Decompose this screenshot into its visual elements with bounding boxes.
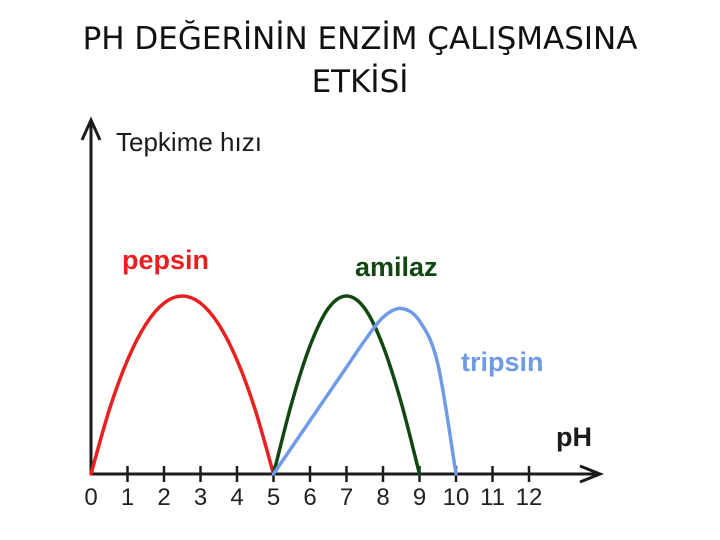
x-tick-label: 5	[267, 484, 280, 511]
x-tick-label: 12	[516, 484, 543, 511]
x-tick-label: 1	[121, 484, 134, 511]
chart-labels: pepsin amilaz tripsin Tepkime hızı pH	[116, 127, 592, 452]
slide-title-line-2: ETKİSİ	[311, 64, 409, 100]
y-axis-label: Tepkime hızı	[116, 127, 262, 157]
x-tick-label: 4	[230, 484, 243, 511]
x-tick-label: 7	[340, 484, 353, 511]
series-label-pepsin: pepsin	[122, 245, 209, 275]
chart-axes	[80, 116, 605, 484]
x-axis-label: pH	[556, 422, 592, 452]
series-label-tripsin: tripsin	[461, 347, 544, 377]
x-tick-label: 10	[443, 484, 470, 511]
series-line-pepsin	[89, 294, 276, 476]
x-tick-label: 8	[376, 484, 389, 511]
series-line-amilaz	[271, 294, 422, 476]
series-label-amilaz: amilaz	[355, 252, 438, 282]
x-tick-label: 6	[303, 484, 316, 511]
x-tick-label: 11	[480, 484, 505, 511]
x-tick-label: 2	[157, 484, 170, 511]
series-line-tripsin	[271, 306, 458, 476]
x-tick-label: 0	[84, 484, 97, 511]
chart-series	[89, 294, 458, 476]
x-axis-arrow	[579, 464, 605, 484]
x-tick-label: 9	[413, 484, 426, 511]
slide-title: PH DEĞERİNİN ENZİM ÇALIŞMASINA ETKİSİ	[40, 18, 680, 104]
y-axis-arrow	[80, 116, 102, 141]
x-tick-label: 3	[194, 484, 207, 511]
slide-title-line-1: PH DEĞERİNİN ENZİM ÇALIŞMASINA	[82, 21, 638, 57]
